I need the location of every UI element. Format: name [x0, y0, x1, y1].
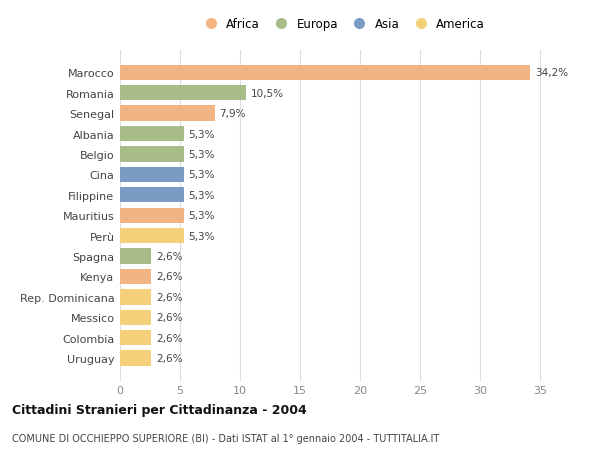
Text: 5,3%: 5,3%: [188, 231, 215, 241]
Bar: [120, 188, 184, 203]
Text: 2,6%: 2,6%: [156, 313, 182, 323]
Text: Cittadini Stranieri per Cittadinanza - 2004: Cittadini Stranieri per Cittadinanza - 2…: [12, 403, 307, 416]
Bar: [120, 127, 184, 142]
Legend: Africa, Europa, Asia, America: Africa, Europa, Asia, America: [194, 13, 490, 36]
Bar: [120, 86, 246, 101]
Bar: [120, 249, 151, 264]
Text: 5,3%: 5,3%: [188, 190, 215, 200]
Text: 5,3%: 5,3%: [188, 150, 215, 160]
Text: 2,6%: 2,6%: [156, 292, 182, 302]
Text: COMUNE DI OCCHIEPPO SUPERIORE (BI) - Dati ISTAT al 1° gennaio 2004 - TUTTITALIA.: COMUNE DI OCCHIEPPO SUPERIORE (BI) - Dat…: [12, 433, 439, 442]
Text: 2,6%: 2,6%: [156, 333, 182, 343]
Bar: [120, 208, 184, 224]
Bar: [120, 290, 151, 305]
Text: 2,6%: 2,6%: [156, 252, 182, 262]
Bar: [120, 330, 151, 346]
Text: 10,5%: 10,5%: [251, 89, 284, 99]
Text: 5,3%: 5,3%: [188, 170, 215, 180]
Text: 34,2%: 34,2%: [535, 68, 568, 78]
Text: 5,3%: 5,3%: [188, 211, 215, 221]
Bar: [120, 351, 151, 366]
Bar: [120, 66, 530, 81]
Text: 7,9%: 7,9%: [220, 109, 246, 119]
Text: 2,6%: 2,6%: [156, 353, 182, 364]
Bar: [120, 310, 151, 325]
Text: 5,3%: 5,3%: [188, 129, 215, 139]
Bar: [120, 229, 184, 244]
Text: 2,6%: 2,6%: [156, 272, 182, 282]
Bar: [120, 269, 151, 285]
Bar: [120, 106, 215, 122]
Bar: [120, 147, 184, 162]
Bar: [120, 168, 184, 183]
